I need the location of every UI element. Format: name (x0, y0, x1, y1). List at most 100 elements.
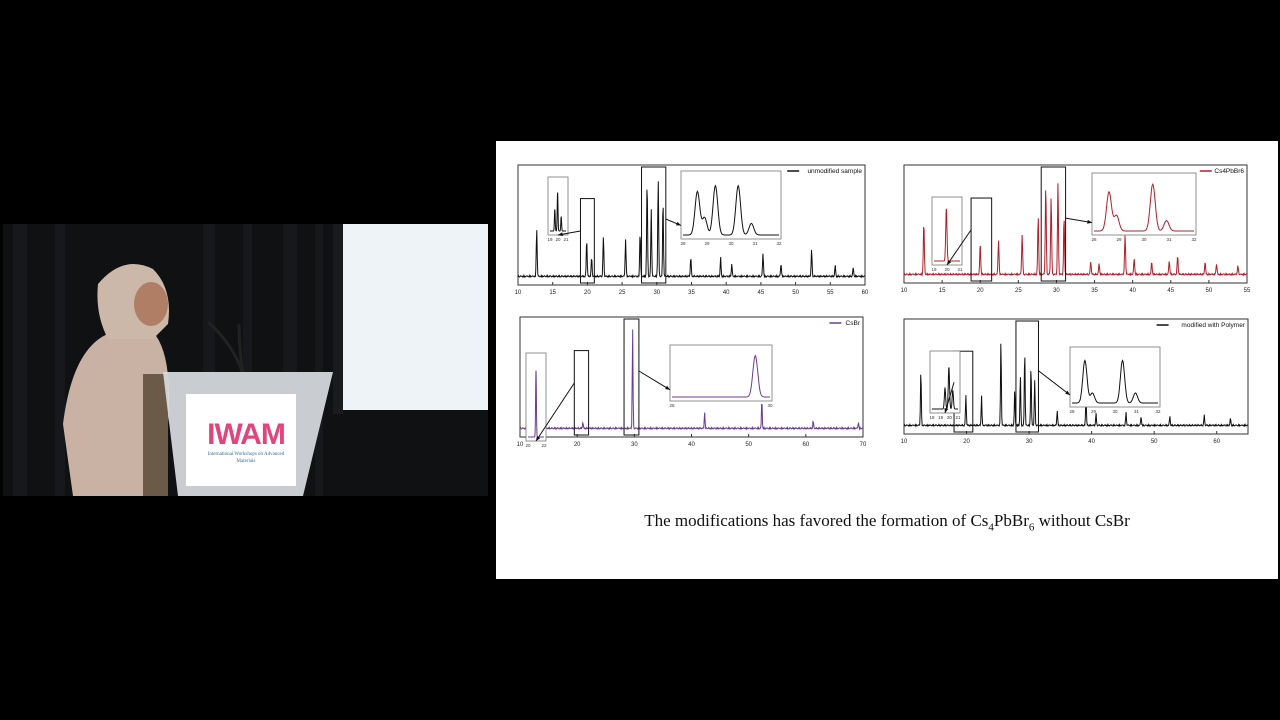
x-tick-label: 10 (901, 439, 908, 445)
inset-line (1072, 359, 1158, 404)
x-tick-label: 50 (745, 442, 752, 448)
x-tick-label: 25 (619, 290, 626, 296)
xrd-chart-cs4pbbr6: 10 15 20 25 30 35 40 45 50 55 Cs4PbBr6 19 20 21 28 29 30… (901, 164, 1251, 299)
inset-tick-label: 32 (776, 241, 782, 246)
speaker-scene (3, 224, 488, 496)
inset-frame (929, 350, 961, 414)
inset-line (550, 192, 566, 232)
inset-tick-label: 19 (938, 415, 944, 420)
xrd-plot-unmodified: 10 15 20 25 30 35 40 45 50 55 60 unmodified sample 1… (515, 164, 869, 296)
inset-line (683, 184, 779, 236)
inset-tick-label: 18 (929, 415, 935, 420)
xrd-chart-csbr: 10 20 30 40 50 60 70 CsBr 20 22 28 30 (517, 316, 867, 453)
arrow-line (535, 382, 575, 442)
inset-tick-label: 29 (704, 241, 710, 246)
legend-label: CsBr (846, 320, 861, 327)
arrow-head (536, 436, 541, 441)
inset-frame (669, 344, 773, 402)
arrow-head (944, 408, 949, 413)
inset-tick-label: 20 (947, 415, 953, 420)
x-tick-label: 20 (963, 439, 970, 445)
inset-tick-label: 28 (680, 241, 686, 246)
inset-tick-label: 32 (1191, 237, 1197, 242)
formula-subscript: 4 (988, 521, 994, 534)
x-tick-label: 45 (758, 290, 765, 296)
x-tick-label: 40 (1088, 439, 1095, 445)
x-tick-label: 10 (515, 290, 522, 296)
slide-caption: The modifications has favored the format… (496, 511, 1278, 533)
podium-logo: IWAM International Workshops on Advanced… (201, 419, 291, 465)
inset-tick-label: 31 (1166, 237, 1172, 242)
arrow-head (947, 260, 952, 265)
inset-tick-label: 21 (955, 415, 961, 420)
diffraction-line (903, 343, 1249, 428)
legend: Cs4PbBr6 (1199, 168, 1244, 175)
inset-tick-label: 28 (1091, 237, 1097, 242)
x-tick-label: 60 (802, 442, 809, 448)
x-tick-label: 20 (977, 288, 984, 294)
zoom-box (1040, 166, 1067, 282)
arrow-head (665, 385, 670, 390)
inset-line (1094, 182, 1194, 232)
inset-tick-label: 21 (563, 237, 569, 242)
arrow-head (1087, 219, 1092, 224)
inset-tick-label: 20 (525, 443, 531, 448)
x-tick-label: 40 (723, 290, 730, 296)
x-tick-label: 25 (1015, 288, 1022, 294)
inset-tick-label: 29 (1116, 237, 1122, 242)
x-tick-label: 35 (1091, 288, 1098, 294)
caption-formula: Cs4PbBr6 (970, 511, 1035, 534)
inset-tick-label: 30 (1141, 237, 1147, 242)
x-tick-label: 20 (584, 290, 591, 296)
x-tick-label: 40 (688, 442, 695, 448)
arrow-line (1038, 370, 1071, 396)
x-tick-label: 60 (1213, 439, 1220, 445)
inset-tick-label: 30 (767, 403, 773, 408)
legend: CsBr (829, 320, 861, 327)
speaker-video-frame: IWAM International Workshops on Advanced… (3, 224, 488, 496)
zoom-box (579, 198, 595, 284)
x-tick-label: 50 (1206, 288, 1213, 294)
plot-frame (903, 164, 1248, 284)
inset-frame (1069, 346, 1161, 408)
arrow-head (676, 221, 681, 226)
x-tick-label: 30 (631, 442, 638, 448)
inset-tick-label: 19 (931, 267, 937, 272)
diffraction-line (519, 329, 864, 431)
inset-frame (680, 170, 782, 240)
x-tick-label: 15 (549, 290, 556, 296)
arrow-line (946, 229, 972, 266)
x-tick-label: 35 (688, 290, 695, 296)
arrow-head (558, 232, 563, 237)
plot-frame (903, 318, 1249, 435)
formula-subscript: 6 (1028, 521, 1035, 534)
zoom-box (970, 197, 993, 282)
inset-line (528, 370, 544, 438)
presentation-slide: 10 15 20 25 30 35 40 45 50 55 60 unmodified sample 1… (496, 141, 1278, 579)
diffraction-line (517, 181, 866, 279)
legend: unmodified sample (787, 168, 862, 175)
x-tick-label: 30 (1053, 288, 1060, 294)
zoom-box (573, 350, 590, 436)
inset-tick-label: 30 (1112, 409, 1118, 414)
x-tick-label: 40 (1129, 288, 1136, 294)
inset-tick-label: 22 (541, 443, 547, 448)
x-tick-label: 10 (901, 288, 908, 294)
legend-label: unmodified sample (807, 168, 862, 175)
x-tick-label: 30 (1026, 439, 1033, 445)
x-tick-label: 55 (827, 290, 834, 296)
x-tick-label: 70 (860, 442, 867, 448)
x-tick-label: 10 (517, 442, 524, 448)
x-tick-label: 45 (1167, 288, 1174, 294)
legend-label: modified with Polymer (1181, 322, 1245, 329)
zoom-box (641, 166, 667, 284)
formula-part: Cs (970, 511, 989, 530)
inset-line (934, 208, 960, 262)
inset-tick-label: 31 (1134, 409, 1140, 414)
caption-suffix: without CsBr (1034, 511, 1130, 530)
legend-label: Cs4PbBr6 (1214, 168, 1244, 175)
podium-subtitle: International Workshops on Advanced Mate… (207, 452, 285, 464)
xrd-chart-unmodified: 10 15 20 25 30 35 40 45 50 55 60 unmodified sample 1… (515, 164, 869, 301)
projection-screen (343, 224, 488, 410)
